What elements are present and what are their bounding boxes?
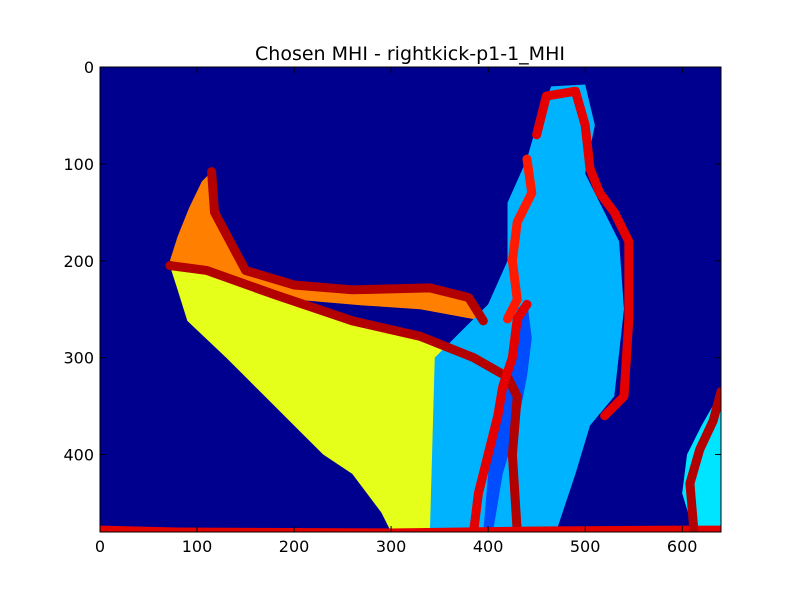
motion-region-3 (483, 299, 532, 532)
motion-edge-1 (165, 261, 522, 532)
motion-edge-2 (532, 86, 634, 421)
y-tick-label: 400 (63, 446, 94, 465)
y-tick-label: 200 (63, 252, 94, 271)
plot-frame (99, 66, 722, 533)
motion-edge-3 (503, 154, 537, 324)
x-tick-label: 200 (279, 537, 310, 556)
y-tick-label: 100 (63, 155, 94, 174)
y-tick-label: 300 (63, 349, 94, 368)
x-tick-label: 500 (570, 537, 601, 556)
x-tick-label: 0 (95, 537, 105, 556)
motion-edge-0 (207, 167, 488, 326)
x-tick-label: 100 (182, 537, 213, 556)
x-axis: 0 100 200 300 400 500 600 (95, 67, 698, 556)
y-axis: 0 100 200 300 400 (63, 58, 721, 465)
y-tick-label: 0 (84, 58, 94, 77)
x-tick-label: 400 (473, 537, 504, 556)
motion-edge-4 (469, 299, 532, 532)
x-tick-label: 600 (667, 537, 698, 556)
motion-region-1 (169, 265, 518, 532)
x-tick-label: 300 (376, 537, 407, 556)
chart-title: Chosen MHI - rightkick-p1-1_MHI (255, 43, 565, 65)
plot-area (100, 67, 721, 532)
motion-edge-6 (685, 387, 721, 532)
